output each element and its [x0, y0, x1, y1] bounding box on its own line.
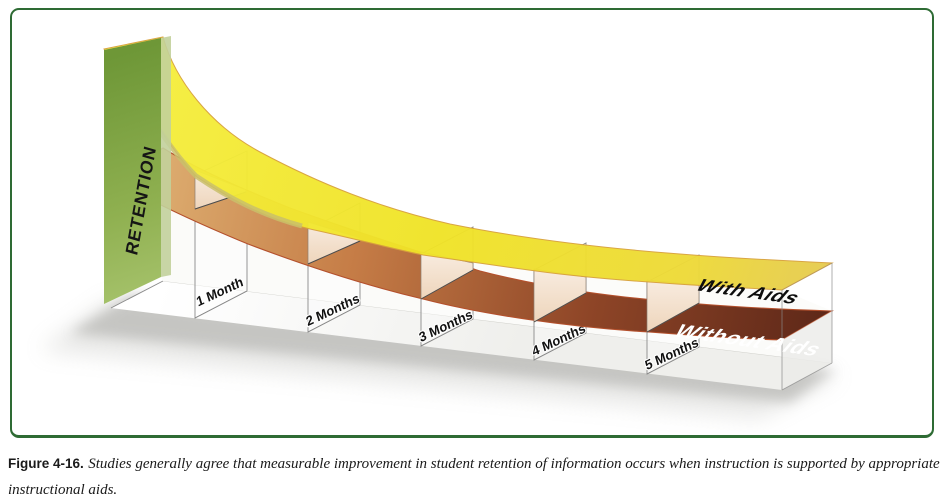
end-cap-lines — [781, 262, 833, 391]
retention-panel-side — [161, 36, 171, 277]
figure-caption: Figure 4-16. Studies generally agree tha… — [8, 451, 940, 503]
gap-wall-lower — [111, 177, 832, 363]
retention-3d-chart: 1 Month 2 Months 3 Months 4 Months 5 Mon… — [40, 36, 840, 418]
retention-axis-panel: RETENTION — [104, 36, 171, 304]
figure-caption-text: Studies generally agree that measurable … — [8, 456, 940, 498]
floor-left-edge — [110, 280, 164, 309]
retention-panel-face — [104, 38, 161, 304]
chart-frame — [10, 8, 934, 438]
end-wall — [782, 311, 832, 390]
figure-caption-label: Figure 4-16. — [8, 456, 84, 471]
chart-floor — [111, 281, 832, 390]
